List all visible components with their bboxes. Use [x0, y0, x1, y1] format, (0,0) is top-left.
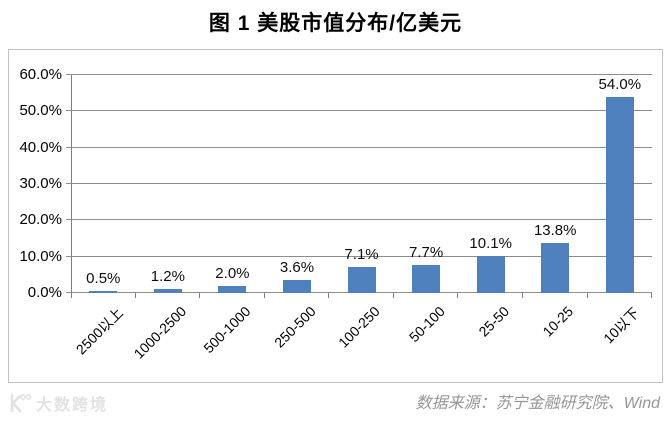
x-axis-category-label: 25-50: [475, 303, 512, 340]
bar: [347, 267, 376, 293]
y-axis-tick-label: 30.0%: [19, 175, 62, 192]
category-column: 1.2% 1000-2500: [131, 75, 201, 362]
x-axis-category-label: 250-500: [270, 303, 319, 351]
y-axis-tick: [66, 146, 71, 148]
plot-area: 0.0% 10.0% 20.0% 30.0% 40.0% 50.0% 60.0% 0.5% 25…: [19, 66, 653, 362]
gridline: [71, 183, 652, 184]
x-axis-category-label: 100-250: [335, 303, 383, 351]
gridline: [71, 255, 652, 257]
x-axis-category-label: 10以下: [600, 304, 643, 347]
bar-value-label: 54.0%: [598, 75, 642, 93]
x-axis-tick: [392, 293, 394, 298]
y-axis-tick-label: 20.0%: [19, 211, 62, 229]
data-source-text: 数据来源：苏宁金融研究院、Wind: [415, 395, 660, 412]
bar: [218, 285, 247, 293]
y-axis-tick-label: 10.0%: [19, 247, 62, 265]
x-axis-tick: [651, 293, 653, 298]
bars-container: 0.5% 2500以上 1.2% 1000-2500 2.0% 500-1000 3.6% 2…: [71, 75, 653, 362]
x-axis-tick: [328, 293, 330, 298]
category-column: 54.0% 10以下: [588, 75, 653, 347]
y-axis-tick-label: 40.0%: [19, 138, 62, 156]
bar: [605, 96, 634, 293]
watermark-logo-icon: [10, 393, 32, 413]
gridline: [71, 74, 652, 75]
bar-value-label: 1.2%: [150, 267, 185, 285]
x-axis-tick: [586, 293, 588, 298]
chart-title: 图 1 美股市值分布/亿美元: [208, 12, 463, 35]
gridline: [71, 146, 652, 148]
gridline: [71, 110, 652, 112]
x-axis-tick: [199, 293, 201, 298]
x-axis-category-label: 50-100: [405, 303, 448, 346]
bar-value-label: 0.5%: [86, 270, 121, 288]
x-axis-category-label: 500-1000: [200, 303, 254, 357]
y-axis-tick: [66, 255, 71, 257]
bar: [541, 242, 570, 293]
bar: [476, 256, 505, 293]
category-column: 2.0% 500-1000: [200, 75, 265, 356]
bar: [282, 279, 311, 293]
y-axis-tick: [66, 183, 71, 184]
bar-value-label: 10.1%: [469, 235, 512, 253]
x-axis-category-label: 10-25: [539, 303, 577, 340]
category-column: 13.8% 10-25: [523, 75, 588, 340]
bar-value-label: 7.7%: [408, 244, 444, 262]
bar-value-label: 3.6%: [279, 258, 315, 276]
category-column: 0.5% 2500以上: [71, 75, 136, 358]
chart-frame: 0.0% 10.0% 20.0% 30.0% 40.0% 50.0% 60.0% 0.5% 25…: [8, 49, 663, 383]
bar-value-label: 2.0%: [215, 264, 250, 282]
category-column: 7.7% 50-100: [394, 75, 459, 345]
bar: [153, 288, 182, 293]
category-column: 7.1% 100-250: [329, 75, 394, 351]
category-column: 3.6% 250-500: [265, 75, 330, 351]
y-axis-tick-label: 0.0%: [27, 284, 62, 301]
bar-value-label: 7.1%: [344, 246, 379, 264]
bar-value-label: 13.8%: [533, 221, 577, 239]
watermark-text: 大数跨境: [36, 397, 109, 414]
y-axis-tick-label: 60.0%: [19, 66, 62, 83]
category-column: 10.1% 25-50: [458, 75, 523, 340]
x-axis-category-label: 1000-2500: [130, 303, 190, 362]
y-axis-tick: [66, 292, 71, 293]
x-axis-tick: [521, 293, 523, 298]
y-axis-tick-label: 50.0%: [19, 102, 62, 120]
y-axis-tick: [66, 219, 71, 221]
bar: [89, 291, 118, 293]
bar: [412, 265, 441, 293]
x-axis-tick: [134, 293, 136, 298]
gridline: [71, 219, 652, 221]
x-axis-tick: [457, 293, 459, 298]
y-axis-tick: [66, 110, 71, 112]
watermark: 大数跨境: [8, 391, 108, 415]
y-axis-line: [71, 75, 72, 298]
y-axis-tick: [66, 74, 71, 75]
x-axis-category-label: 2500以上: [72, 304, 127, 358]
x-axis-tick: [263, 293, 265, 298]
